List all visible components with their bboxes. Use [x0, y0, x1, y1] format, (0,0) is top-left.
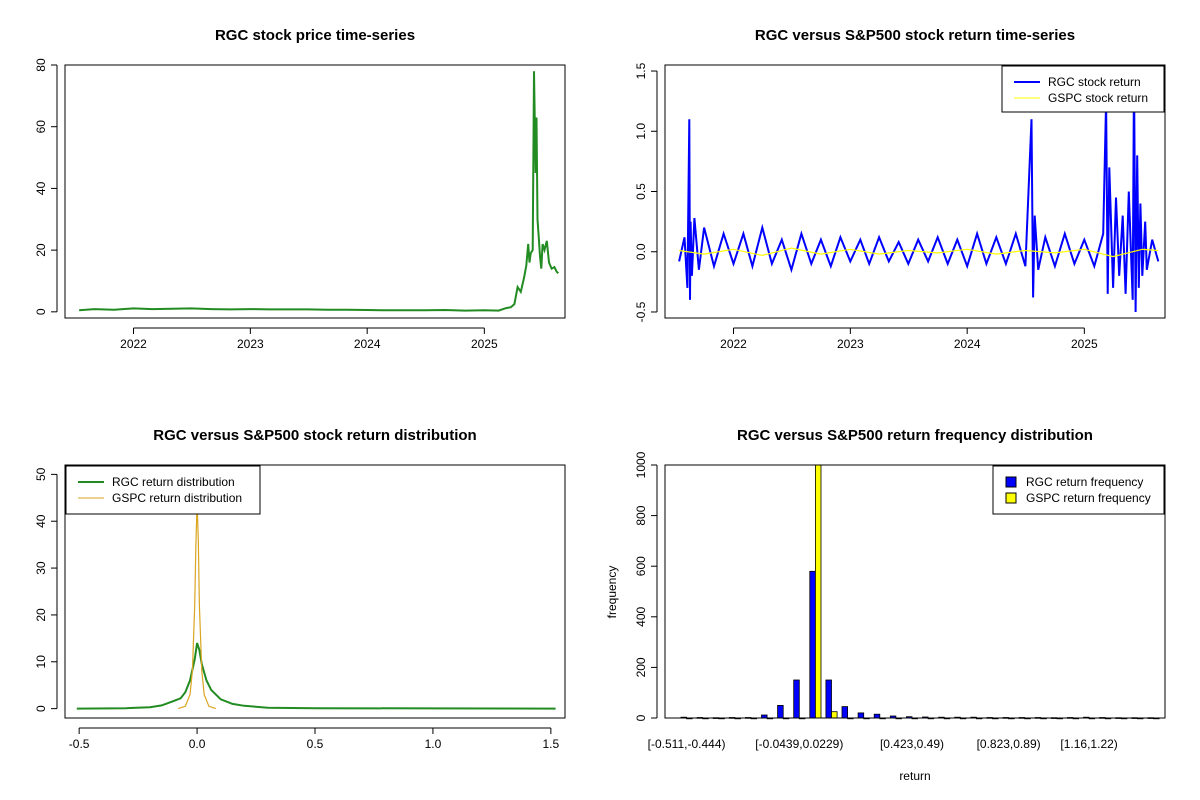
density-chart: RGC versus S&P500 stock return distribut… [34, 427, 566, 751]
histogram-legend-label-rgc: RGC return frequency [1026, 475, 1143, 489]
histogram-y-tick-label: 600 [634, 556, 648, 576]
histogram-chart-title: RGC versus S&P500 return frequency distr… [737, 427, 1093, 444]
returns-legend-box [1001, 65, 1165, 113]
density-y-tick-label: 50 [34, 467, 48, 481]
density-y-tick-label: 10 [34, 655, 48, 669]
density-x-tick-label: 1.5 [543, 737, 560, 751]
returns-y-axis: -0.5 0.0 0.5 1.0 1.5 [634, 62, 658, 322]
density-y-axis: 0 10 20 30 40 50 [34, 467, 58, 712]
density-legend-label-gspc: GSPC return distribution [112, 491, 242, 505]
histogram-y-tick-label: 400 [634, 606, 648, 626]
returns-y-tick-label: 0.5 [634, 183, 648, 200]
returns-y-tick-label: -0.5 [634, 301, 648, 322]
rgc-density-line [76, 642, 556, 710]
price-y-tick-label: 20 [34, 243, 48, 257]
gspc-frequency-bar [815, 464, 822, 719]
rgc-frequency-bar [809, 570, 816, 719]
returns-x-tick-label: 2024 [954, 337, 981, 351]
returns-y-tick-label: 1.0 [634, 123, 648, 140]
rgc-frequency-bar [857, 712, 865, 719]
histogram-y-tick-label: 200 [634, 657, 648, 677]
rgc-frequency-bar [793, 679, 800, 719]
returns-x-tick-label: 2023 [837, 337, 864, 351]
density-y-tick-label: 30 [34, 561, 48, 575]
price-y-tick-label: 80 [34, 58, 48, 72]
density-x-axis: -0.5 0.0 0.5 1.0 1.5 [69, 727, 560, 751]
histogram-x-axis: [-0.511,-0.444) [-0.0439,0.0229) [0.423,0.… [648, 737, 1118, 751]
returns-series [678, 70, 1160, 313]
histogram-y-tick-label: 800 [634, 505, 648, 525]
density-series [76, 502, 556, 710]
returns-plot-frame [664, 64, 1166, 319]
price-series [79, 71, 560, 312]
histogram-y-label: frequency [605, 566, 619, 619]
histogram-legend-swatch-rgc [1005, 476, 1017, 488]
histogram-x-label: return [899, 769, 930, 783]
returns-legend-label-rgc: RGC stock return [1048, 75, 1141, 89]
returns-legend: RGC stock return GSPC stock return [1001, 65, 1165, 113]
gspc-frequency-bar [831, 711, 838, 719]
returns-x-axis: 2022 2023 2024 2025 [720, 327, 1098, 351]
histogram-x-tick-label: [-0.0439,0.0229) [755, 737, 843, 751]
price-plot-frame [64, 64, 566, 319]
returns-x-tick-label: 2025 [1071, 337, 1098, 351]
returns-y-tick-label: 1.5 [634, 62, 648, 79]
price-x-axis: 2022 2023 2024 2025 [120, 327, 498, 351]
histogram-x-tick-label: [1.16,1.22) [1060, 737, 1117, 751]
density-x-tick-label: -0.5 [69, 737, 90, 751]
histogram-legend-swatch-gspc [1005, 492, 1017, 504]
rgc-frequency-bar [777, 705, 784, 719]
rgc-frequency-bar [873, 713, 881, 719]
density-x-tick-label: 1.0 [425, 737, 442, 751]
price-x-tick-label: 2025 [471, 337, 498, 351]
density-x-tick-label: 0.5 [307, 737, 324, 751]
density-x-tick-label: 0.0 [189, 737, 206, 751]
price-chart-title: RGC stock price time-series [215, 27, 415, 44]
histogram-chart: RGC versus S&P500 return frequency distr… [605, 427, 1166, 783]
histogram-x-tick-label: [0.823,0.89) [977, 737, 1041, 751]
density-plot-frame [64, 464, 566, 719]
density-y-tick-label: 20 [34, 608, 48, 622]
price-y-tick-label: 60 [34, 120, 48, 134]
histogram-x-tick-label: [-0.511,-0.444) [648, 737, 726, 751]
histogram-x-tick-label: [0.423,0.49) [880, 737, 944, 751]
rgc-frequency-bar [841, 706, 848, 719]
price-chart: RGC stock price time-series 2022 2023 2024… [34, 27, 566, 351]
gspc-return-line [679, 247, 1159, 258]
density-chart-title: RGC versus S&P500 stock return distribut… [153, 427, 476, 444]
returns-y-tick-label: 0.0 [634, 243, 648, 260]
density-y-tick-label: 0 [34, 705, 48, 712]
histogram-y-tick-label: 0 [634, 714, 648, 721]
histogram-legend: RGC return frequency GSPC return frequen… [992, 465, 1165, 515]
price-y-axis: 0 20 40 60 80 [34, 58, 58, 315]
histogram-y-axis: 0 200 400 600 800 1000 [634, 451, 658, 721]
histogram-legend-box [992, 465, 1165, 515]
histogram-plot-frame [664, 464, 1166, 719]
returns-legend-label-gspc: GSPC stock return [1048, 91, 1148, 105]
density-legend-box [65, 465, 261, 515]
density-legend: RGC return distribution GSPC return dist… [65, 465, 261, 515]
density-y-tick-label: 40 [34, 514, 48, 528]
price-y-tick-label: 0 [34, 308, 48, 315]
price-x-tick-label: 2024 [354, 337, 381, 351]
rgc-frequency-bar [825, 679, 832, 719]
returns-chart: RGC versus S&P500 stock return time-seri… [634, 27, 1166, 351]
histogram-legend-label-gspc: GSPC return frequency [1026, 491, 1151, 505]
price-y-tick-label: 40 [34, 181, 48, 195]
histogram-y-tick-label: 1000 [634, 451, 648, 478]
price-x-tick-label: 2022 [120, 337, 147, 351]
density-legend-label-rgc: RGC return distribution [112, 475, 235, 489]
returns-chart-title: RGC versus S&P500 stock return time-seri… [755, 27, 1075, 44]
price-x-tick-label: 2023 [237, 337, 264, 351]
gspc-density-line [178, 502, 217, 710]
price-line [79, 71, 560, 312]
returns-x-tick-label: 2022 [720, 337, 747, 351]
